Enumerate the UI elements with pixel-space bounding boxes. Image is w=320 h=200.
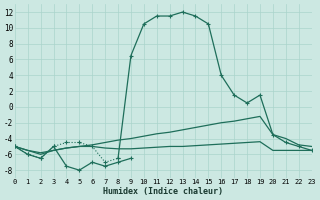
X-axis label: Humidex (Indice chaleur): Humidex (Indice chaleur) (103, 187, 223, 196)
